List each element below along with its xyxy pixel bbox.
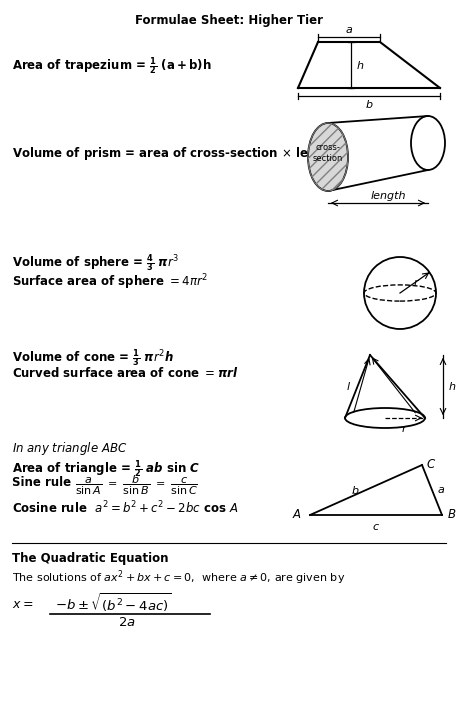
- Text: $\dfrac{a}{\sin A}\ =\ \dfrac{b}{\sin B}\ =\ \dfrac{c}{\sin C}$: $\dfrac{a}{\sin A}\ =\ \dfrac{b}{\sin B}…: [75, 474, 198, 498]
- Text: Formulae Sheet: Higher Tier: Formulae Sheet: Higher Tier: [135, 14, 323, 27]
- Text: $-b \pm \sqrt{(b^2-4ac)}$: $-b \pm \sqrt{(b^2-4ac)}$: [55, 592, 171, 614]
- Text: $h$: $h$: [356, 59, 364, 71]
- Text: Cosine rule  $a^2 = b^2 + c^2 - 2bc$ cos $A$: Cosine rule $a^2 = b^2 + c^2 - 2bc$ cos …: [12, 500, 239, 517]
- Text: $C$: $C$: [426, 458, 436, 472]
- Text: $c$: $c$: [372, 522, 380, 532]
- Text: cross-
section: cross- section: [313, 143, 343, 162]
- Text: The solutions of $ax^2 + bx + c = 0$,  where $a \neq 0$, are given by: The solutions of $ax^2 + bx + c = 0$, wh…: [12, 568, 345, 587]
- Text: $r$: $r$: [413, 277, 420, 288]
- Text: $B$: $B$: [447, 508, 456, 522]
- Text: $b$: $b$: [351, 484, 360, 496]
- Text: $A$: $A$: [292, 508, 302, 522]
- Text: The Quadratic Equation: The Quadratic Equation: [12, 552, 169, 565]
- Text: length: length: [370, 191, 406, 201]
- Text: Sine rule: Sine rule: [12, 476, 71, 489]
- Text: Volume of prism = area of cross-section $\times$ length: Volume of prism = area of cross-section …: [12, 145, 339, 162]
- Text: $a$: $a$: [345, 25, 353, 35]
- Ellipse shape: [411, 116, 445, 170]
- Text: Volume of cone = $\mathbf{\frac{1}{3}}$ $\boldsymbol{\pi r^2 h}$: Volume of cone = $\mathbf{\frac{1}{3}}$ …: [12, 347, 174, 369]
- Text: Area of triangle = $\mathbf{\frac{1}{2}}$ $\boldsymbol{ab}$ $\mathbf{sin}$ $\bol: Area of triangle = $\mathbf{\frac{1}{2}}…: [12, 458, 200, 479]
- Text: Area of trapezium = $\mathbf{\frac{1}{2}}$ $\mathbf{(a+b)h}$: Area of trapezium = $\mathbf{\frac{1}{2}…: [12, 55, 212, 77]
- Text: $a$: $a$: [437, 485, 445, 495]
- Text: Curved surface area of cone $= \boldsymbol{\pi r l}$: Curved surface area of cone $= \boldsymb…: [12, 366, 238, 380]
- Text: $x =$: $x =$: [12, 598, 33, 611]
- Text: $r$: $r$: [401, 423, 409, 434]
- Text: $2a$: $2a$: [118, 616, 136, 629]
- Text: Volume of sphere = $\mathbf{\frac{4}{3}}$ $\boldsymbol{\pi r^3}$: Volume of sphere = $\mathbf{\frac{4}{3}}…: [12, 252, 180, 274]
- Text: $l$: $l$: [347, 380, 352, 392]
- Text: Surface area of sphere $= 4\pi r^2$: Surface area of sphere $= 4\pi r^2$: [12, 272, 208, 292]
- Text: $h$: $h$: [448, 380, 456, 392]
- Ellipse shape: [308, 123, 348, 191]
- Text: In any triangle $ABC$: In any triangle $ABC$: [12, 440, 127, 457]
- Text: $b$: $b$: [365, 98, 373, 110]
